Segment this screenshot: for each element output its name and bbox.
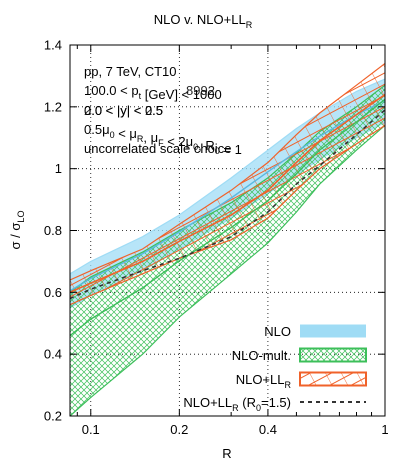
nlo-ll-band-lower-edge bbox=[70, 124, 385, 306]
annotation-line: uncorrelated scale choice bbox=[84, 141, 231, 156]
legend-label: NLO+LLR (R0=1.5) bbox=[183, 395, 291, 413]
y-tick-label: 0.4 bbox=[44, 347, 62, 362]
annotation-line: 0.0 < |y| < 0.5 bbox=[84, 103, 163, 118]
legend-label: NLO+LLR bbox=[236, 372, 292, 390]
y-tick-label: 1.2 bbox=[44, 99, 62, 114]
annotation-line: pp, 7 TeV, CT10 bbox=[84, 64, 177, 79]
legend-label: NLO-mult. bbox=[232, 348, 291, 363]
y-tick-label: 0.8 bbox=[44, 223, 62, 238]
legend: NLO NLO-mult. NLO+LLR NLO+LLR (R0=1.5) bbox=[183, 324, 367, 413]
plot-series bbox=[70, 63, 385, 416]
nlo-ll-r0-line bbox=[70, 109, 385, 300]
legend-swatch-nlo-ll bbox=[299, 371, 367, 387]
nlo-central-line bbox=[70, 99, 385, 292]
x-tick-label: 0.4 bbox=[259, 422, 277, 437]
y-axis-title: σ / σLO bbox=[8, 211, 26, 250]
annotation-box: pp, 7 TeV, CT10 100.0 < pt [GeV] < 100089… bbox=[84, 64, 242, 157]
legend-swatch-nlo bbox=[300, 324, 366, 338]
annotation-line: 100.0 < pt [GeV] < 1000 bbox=[84, 83, 222, 102]
y-tick-label: 1 bbox=[55, 161, 62, 176]
chart-title: NLO v. NLO+LLR bbox=[154, 12, 253, 30]
annotation-overlap-text: 8992 bbox=[186, 83, 215, 98]
nlo-mult-central-line bbox=[70, 98, 385, 337]
x-tick-label: 0.1 bbox=[82, 422, 100, 437]
legend-swatch-nlo-mult bbox=[299, 347, 367, 363]
y-tick-label: 0.6 bbox=[44, 285, 62, 300]
x-axis-title: R bbox=[222, 446, 231, 461]
y-tick-label: 0.2 bbox=[44, 409, 62, 424]
axis-ticks: 0.1 0.2 0.4 1 0.2 0.4 0.6 0.8 1 1.2 1.4 bbox=[44, 38, 389, 438]
annotation-overlap-text: 2.0 < |y| < 2.5 bbox=[84, 103, 163, 118]
x-tick-label: 0.2 bbox=[170, 422, 188, 437]
annotation-line: 0.5μ0 < μR, μF < 2μ0, R0 = 1 bbox=[84, 122, 242, 157]
y-tick-label: 1.4 bbox=[44, 38, 62, 53]
nlo-ll-band-upper-edge bbox=[70, 63, 385, 281]
nlo-mult-band-lower-edge bbox=[70, 124, 385, 416]
legend-label: NLO bbox=[264, 324, 291, 339]
x-tick-label: 1 bbox=[381, 422, 388, 437]
nlo-ll-central-line bbox=[70, 93, 385, 294]
